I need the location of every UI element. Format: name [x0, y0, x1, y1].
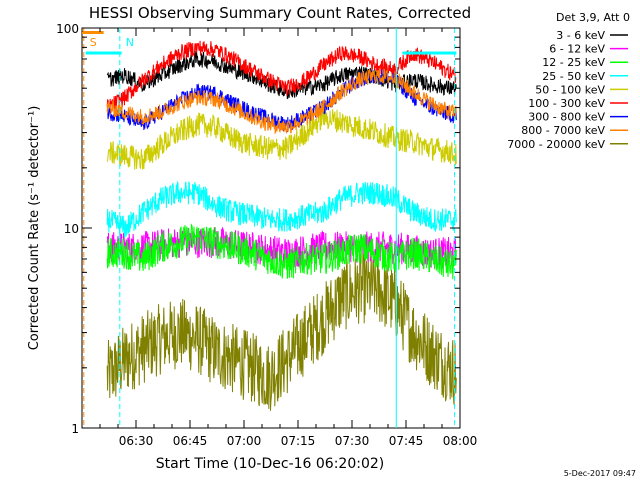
- series-line-7: [106, 68, 457, 135]
- x-tick-label: 07:15: [281, 434, 316, 448]
- series-line-4: [106, 105, 457, 170]
- legend-header: Det 3,9, Att 0: [556, 11, 630, 24]
- x-tick-label: 07:30: [335, 434, 370, 448]
- legend-label: 50 - 100 keV: [535, 83, 605, 96]
- chart-title: HESSI Observing Summary Count Rates, Cor…: [89, 4, 471, 22]
- legend-label: 300 - 800 keV: [528, 111, 605, 124]
- x-tick-label: 07:45: [389, 434, 424, 448]
- legend-label: 800 - 7000 keV: [521, 124, 605, 137]
- time-marker-label-1: N: [126, 36, 134, 49]
- x-axis-label: Start Time (10-Dec-16 06:20:02): [156, 456, 384, 472]
- footer-date: 5-Dec-2017 09:47: [564, 469, 636, 478]
- series-line-2: [106, 223, 457, 280]
- legend-label: 7000 - 20000 keV: [507, 138, 605, 151]
- y-tick-label: 100: [56, 22, 79, 36]
- series-line-8: [106, 252, 457, 411]
- legend-label: 100 - 300 keV: [528, 97, 605, 110]
- legend-label: 6 - 12 keV: [549, 43, 605, 56]
- legend-label: 12 - 25 keV: [542, 56, 605, 69]
- x-tick-label: 07:00: [227, 434, 262, 448]
- legend-label: 3 - 6 keV: [556, 29, 605, 42]
- x-tick-label: 08:00: [443, 434, 478, 448]
- series-line-5: [106, 40, 457, 113]
- series-layer: [106, 40, 457, 411]
- x-tick-label: 06:45: [173, 434, 208, 448]
- x-tick-label: 06:30: [119, 434, 154, 448]
- y-axis-label: Corrected Count Rate (s⁻¹ detector⁻¹): [27, 106, 42, 351]
- series-line-3: [106, 180, 457, 238]
- time-marker-label-0: S: [90, 36, 97, 49]
- y-tick-label: 1: [71, 422, 79, 436]
- axis-ticks: 06:30 06:45 07:00 07:15 07:30 07:45 08:00 1 10 10…: [56, 22, 477, 448]
- legend-label: 25 - 50 keV: [542, 70, 605, 83]
- y-tick-label: 10: [64, 222, 79, 236]
